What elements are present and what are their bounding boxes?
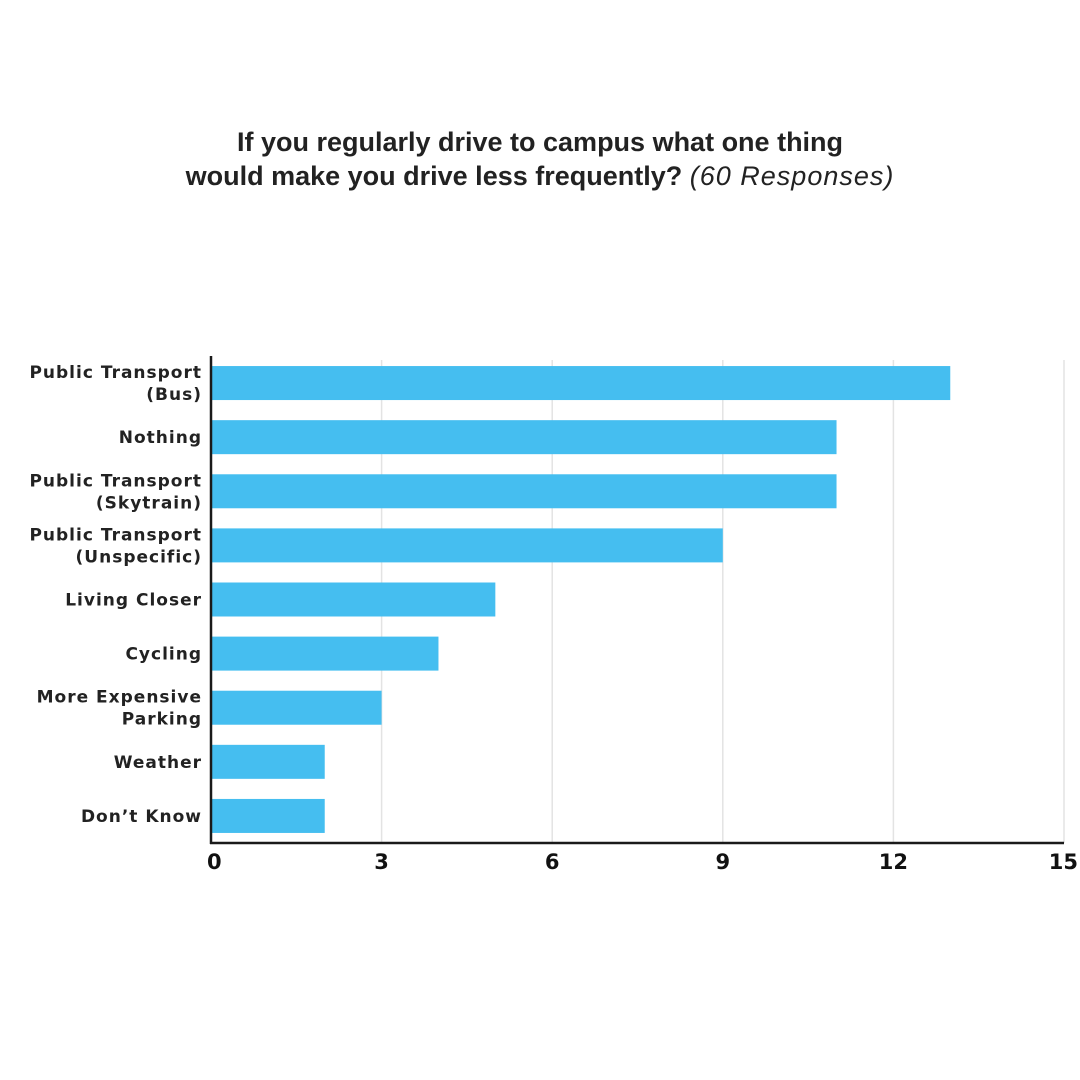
category-label: Nothing (119, 428, 202, 448)
category-label: Don’t Know (81, 807, 202, 827)
category-label: Living Closer (65, 591, 202, 611)
bars (211, 366, 951, 833)
bar (211, 690, 382, 725)
bar (211, 474, 837, 509)
bar (211, 798, 325, 833)
title-line-1: If you regularly drive to campus what on… (236, 127, 844, 157)
category-label: More Expensive (37, 688, 202, 708)
chart-title: If you regularly drive to campus what on… (0, 125, 1080, 193)
x-tick-label: 6 (545, 850, 560, 874)
category-label: Cycling (125, 645, 202, 665)
category-label: Weather (114, 753, 202, 773)
chart-subtitle: (60 Responses) (689, 161, 895, 191)
x-tick-label: 9 (715, 850, 730, 874)
bar (211, 582, 496, 617)
bar (211, 366, 951, 401)
category-label: (Unspecific) (76, 547, 202, 567)
category-label: Parking (122, 710, 202, 730)
title-line-2-text: would make you drive less frequently? (185, 161, 683, 191)
x-tick-label: 0 (207, 850, 222, 874)
bar (211, 420, 837, 455)
x-tick-label: 15 (1049, 850, 1078, 874)
x-tick-label: 12 (879, 850, 908, 874)
bar (211, 744, 325, 779)
category-label: (Bus) (146, 385, 202, 405)
category-label: Public Transport (29, 471, 202, 491)
category-label: Public Transport (29, 363, 202, 383)
bar (211, 528, 723, 563)
category-label: Public Transport (29, 525, 202, 545)
x-axis-ticks: 0 3 6 9 12 15 (207, 850, 1078, 874)
x-tick-label: 3 (374, 850, 389, 874)
bar (211, 636, 439, 671)
category-label: (Skytrain) (96, 493, 202, 513)
title-line-2: would make you drive less frequently? (6… (0, 159, 1080, 193)
